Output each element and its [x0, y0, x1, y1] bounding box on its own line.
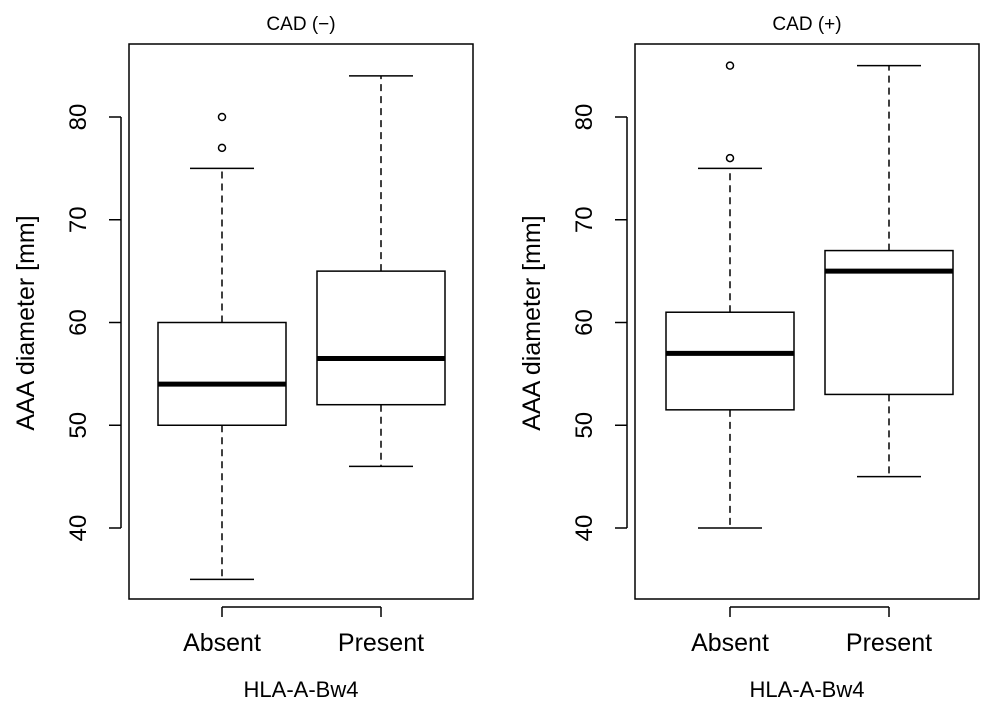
box-present [316, 75, 446, 468]
y-tick-label: 50 [571, 412, 598, 439]
y-tick-label: 80 [571, 104, 598, 131]
chart-panel-2: CAD (+) 40 50 60 70 80 AAA diameter [mm] Absent… [518, 14, 980, 702]
x-axis-label: HLA-A-Bw4 [750, 677, 865, 702]
box-absent [665, 61, 795, 529]
y-axis-label: AAA diameter [mm] [12, 215, 40, 430]
chart-panel-1: CAD (−) 40 50 60 70 80 AAA diameter [mm] Absent… [12, 14, 474, 702]
y-tick-label: 40 [571, 515, 598, 542]
box-absent [157, 112, 287, 581]
chart-title: CAD (−) [266, 14, 335, 35]
x-tick-label: Present [846, 629, 932, 657]
chart-title: CAD (+) [772, 14, 841, 35]
y-tick-label: 40 [65, 515, 92, 542]
plot-frame [128, 43, 474, 600]
iqr-box [316, 270, 446, 406]
y-axis-label: AAA diameter [mm] [518, 215, 546, 430]
iqr-box [157, 321, 287, 426]
x-tick-label: Absent [183, 629, 261, 657]
y-tick-label: 60 [571, 309, 598, 336]
plot-frame [634, 43, 980, 600]
x-axis-label: HLA-A-Bw4 [244, 677, 359, 702]
outlier-point [217, 143, 227, 153]
outlier-point [725, 61, 735, 70]
y-tick-label: 80 [65, 104, 92, 131]
y-tick-label: 50 [65, 412, 92, 439]
iqr-box [665, 311, 795, 411]
y-tick-label: 70 [65, 206, 92, 233]
outlier-point [725, 153, 735, 163]
y-tick-label: 60 [65, 309, 92, 336]
x-tick-label: Absent [691, 629, 769, 657]
x-tick-label: Present [338, 629, 424, 657]
outlier-point [217, 112, 227, 122]
iqr-box [824, 249, 954, 396]
y-tick-label: 70 [571, 206, 598, 233]
box-present [824, 64, 954, 478]
